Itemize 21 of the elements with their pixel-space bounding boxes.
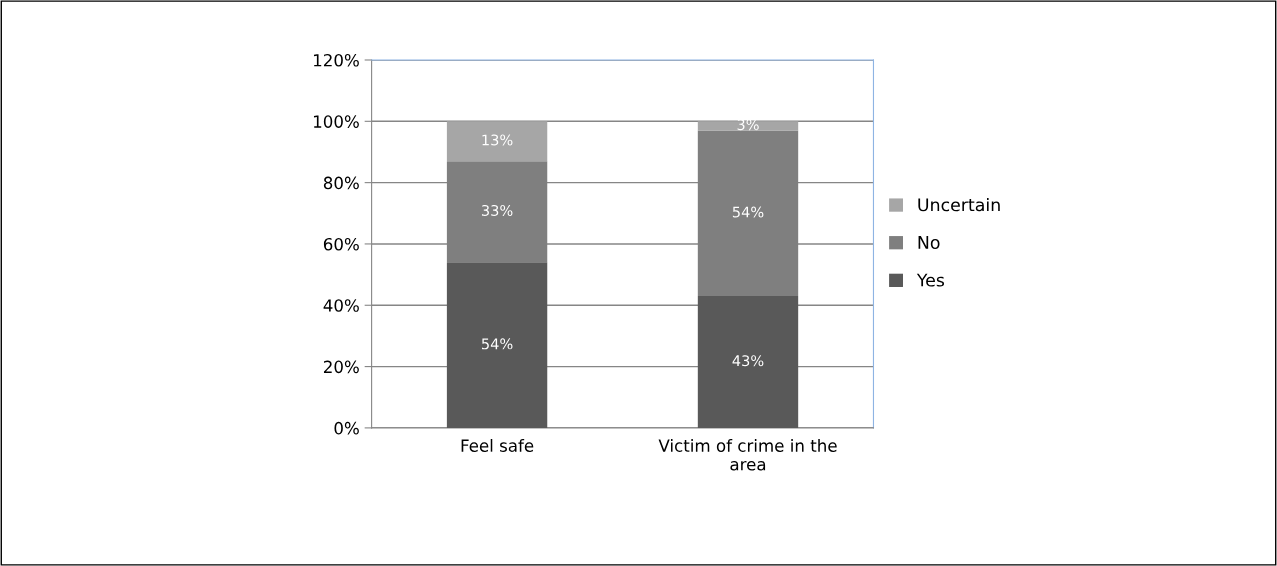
data-label: 13% bbox=[482, 134, 513, 146]
y-tick-label: 40% bbox=[323, 299, 359, 312]
legend-label: No bbox=[918, 236, 940, 249]
y-tick-label: 80% bbox=[323, 176, 359, 190]
y-tick-label: 0% bbox=[334, 421, 359, 435]
data-label: 43% bbox=[732, 355, 764, 367]
data-label: 54% bbox=[481, 338, 513, 350]
bar bbox=[697, 296, 799, 428]
data-label: 33% bbox=[481, 204, 513, 216]
x-tick-label: Victim of crime in the area bbox=[658, 439, 837, 471]
legend-label: Yes bbox=[916, 273, 945, 287]
y-tick-label: 20% bbox=[323, 360, 359, 374]
y-tick-label: 120% bbox=[313, 53, 359, 67]
bar bbox=[446, 262, 548, 428]
y-tick-label: 60% bbox=[323, 237, 359, 251]
legend-label: Uncertain bbox=[918, 197, 1000, 212]
bar bbox=[697, 121, 799, 131]
data-label: 54% bbox=[732, 206, 764, 218]
x-tick-label: Feel safe bbox=[461, 439, 534, 452]
bar bbox=[446, 121, 548, 162]
y-tick-label: 100% bbox=[313, 115, 359, 128]
